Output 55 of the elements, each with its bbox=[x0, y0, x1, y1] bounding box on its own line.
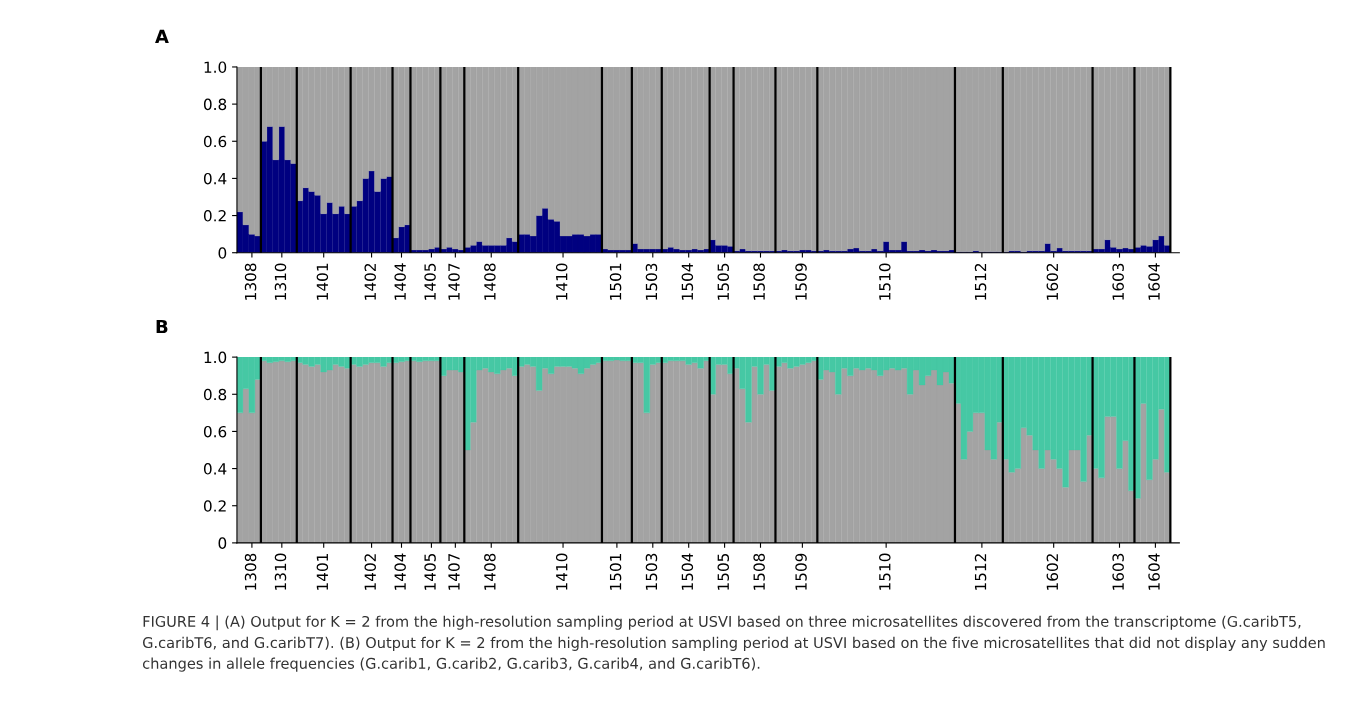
y-tick-label: 0.6 bbox=[203, 425, 227, 438]
caption: FIGURE 4 | (A) Output for K = 2 from the high-resolution sampling period at USVI based on three microsatellites discovered from the transcriptome (G.caribT5, G.caribT6, and G.caribT7). (B) Output for K = 2 from the high-resolution sampling period at USVI based on the five microsatellites that did not display any sudden changes in allele frequencies (G.carib1, G.carib2, G.carib3, G.carib4, and G.caribT6). bbox=[142, 615, 1325, 672]
x-tick-label: 1509 bbox=[795, 263, 807, 300]
x-tick-label: 1602 bbox=[1046, 263, 1059, 300]
x-tick-label: 1508 bbox=[753, 553, 765, 590]
y-tick-label: 0.8 bbox=[203, 388, 227, 401]
x-tick-label: 1407 bbox=[448, 553, 460, 590]
y-tick-label: 0 bbox=[218, 247, 227, 259]
x-tick-label: 1503 bbox=[645, 263, 658, 300]
chart-title: B bbox=[156, 319, 168, 334]
x-tick-label: 1308 bbox=[244, 553, 257, 590]
x-tick-label: 1410 bbox=[555, 553, 568, 590]
y-tick-label: 0.4 bbox=[203, 172, 227, 185]
x-tick-label: 1402 bbox=[364, 263, 377, 300]
x-tick-label: 1501 bbox=[609, 263, 622, 300]
x-tick-label: 1504 bbox=[681, 263, 694, 300]
x-tick-label: 1405 bbox=[424, 263, 436, 300]
y-tick-label: 0.4 bbox=[203, 463, 227, 475]
x-tick-label: 1401 bbox=[316, 554, 329, 590]
x-tick-label: 1503 bbox=[645, 553, 658, 590]
x-tick-label: 1408 bbox=[484, 263, 496, 300]
x-tick-label: 1310 bbox=[274, 553, 287, 590]
x-tick-label: 1603 bbox=[1112, 263, 1124, 300]
y-tick-label: 0.2 bbox=[203, 210, 226, 222]
x-tick-label: 1512 bbox=[974, 554, 987, 590]
x-tick-label: 1603 bbox=[1112, 553, 1124, 590]
x-tick-label: 1404 bbox=[394, 553, 406, 590]
x-tick-label: 1508 bbox=[753, 263, 765, 300]
y-tick-label: 0 bbox=[218, 537, 227, 549]
x-tick-label: 1510 bbox=[879, 263, 891, 300]
x-tick-label: 1401 bbox=[316, 263, 329, 300]
x-tick-label: 1407 bbox=[448, 263, 460, 300]
x-tick-label: 1408 bbox=[484, 553, 496, 590]
x-tick-label: 1505 bbox=[717, 263, 730, 300]
x-tick-label: 1410 bbox=[555, 263, 568, 300]
x-tick-label: 1501 bbox=[609, 554, 622, 590]
x-tick-label: 1404 bbox=[394, 263, 406, 300]
x-tick-label: 1602 bbox=[1046, 554, 1059, 590]
y-tick-label: 0.2 bbox=[203, 500, 226, 512]
y-tick-label: 0.8 bbox=[203, 98, 227, 111]
x-tick-label: 1405 bbox=[424, 553, 436, 590]
x-tick-label: 1604 bbox=[1148, 553, 1160, 590]
x-tick-label: 1509 bbox=[795, 553, 807, 590]
chart-title: A bbox=[155, 29, 169, 43]
x-tick-label: 1505 bbox=[717, 553, 730, 590]
x-tick-label: 1310 bbox=[274, 263, 287, 300]
x-tick-label: 1512 bbox=[974, 263, 987, 300]
x-tick-label: 1308 bbox=[244, 263, 257, 300]
x-tick-label: 1402 bbox=[364, 554, 377, 590]
x-tick-label: 1504 bbox=[681, 553, 694, 590]
y-tick-label: 1.0 bbox=[204, 351, 227, 364]
x-tick-label: 1604 bbox=[1148, 263, 1160, 300]
y-tick-label: 0.6 bbox=[203, 135, 227, 148]
x-tick-label: 1510 bbox=[879, 553, 891, 590]
y-tick-label: 1.0 bbox=[204, 61, 227, 73]
